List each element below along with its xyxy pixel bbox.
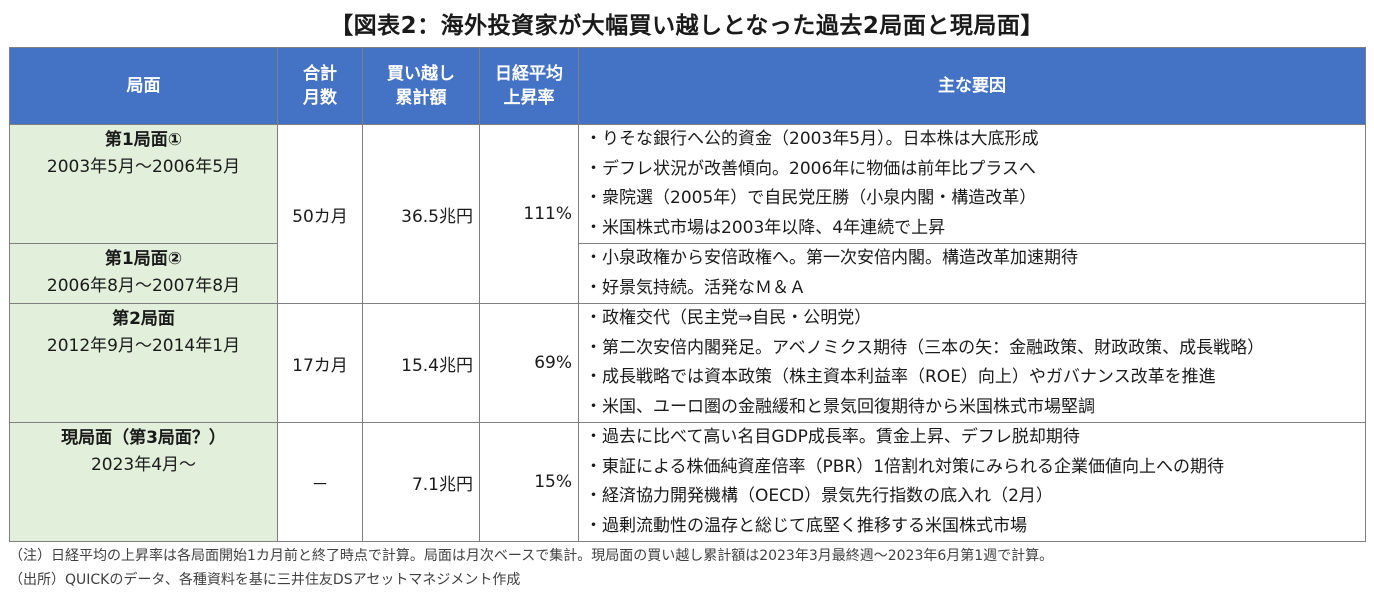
header-net-buying-total: 買い越し 累計額 [362,47,480,125]
factor-item: ・米国株式市場は2003年以降、4年連続で上昇 [585,217,946,238]
figure-title: 【図表2：海外投資家が大幅買い越しとなった過去2局面と現局面】 [330,13,1044,39]
header-phase: 局面 [9,47,278,125]
table-row: 第1局面② 2006年8月～2007年8月 ・小泉政権から安倍政権へ。第一次安倍… [9,243,1366,304]
factors-cell: ・過去に比べて高い名目GDP成長率。賃金上昇、デフレ脱却期待 ・東証による株価純… [578,422,1366,542]
factor-item: ・衆院選（2005年）で自民党圧勝（小泉内閣・構造改革） [585,188,1037,208]
factors-cell: ・りそな銀行へ公的資金（2003年5月）。日本株は大底形成 ・デフレ状況が改善傾… [578,124,1366,244]
factor-item: ・りそな銀行へ公的資金（2003年5月）。日本株は大底形成 [585,129,1039,149]
factor-item: ・政権交代（民主党⇒自民・公明党） [585,308,872,328]
factor-item: ・第二次安倍内閣発足。アベノミクス期待（三本の矢：金融政策、財政政策、成長戦略） [585,337,1265,358]
nikkei-rise-cell: 69% [479,303,579,423]
header-row: 局面 合計 月数 買い越し 累計額 日経平均 上昇率 主な要因 [9,47,1366,125]
phase-cell: 第1局面② 2006年8月～2007年8月 [9,243,278,304]
factor-item: ・成長戦略では資本政策（株主資本利益率（ROE）向上）やガバナンス改革を推進 [585,367,1216,387]
table-row: 現局面（第3局面？） 2023年4月～ － 7.1兆円 15% ・過去に比べて高… [9,422,1366,542]
factors-cell: ・政権交代（民主党⇒自民・公明党） ・第二次安倍内閣発足。アベノミクス期待（三本… [578,303,1366,423]
note-text: （注）日経平均の上昇率は各局面開始1カ月前と終了時点で計算。局面は月次ベースで集… [9,548,1054,564]
header-main-factors: 主な要因 [578,47,1366,125]
phase-name: 現局面（第3局面？） [61,428,226,448]
phase-cell: 第2局面 2012年9月～2014年1月 [9,303,278,423]
phase-name: 第1局面② [104,249,183,269]
phase-cell: 現局面（第3局面？） 2023年4月～ [9,422,278,542]
phase-period: 2012年9月～2014年1月 [46,336,241,356]
header-nikkei-rise: 日経平均 上昇率 [479,47,579,125]
factor-item: ・東証による株価純資産倍率（PBR）1倍割れ対策にみられる企業価値向上への期待 [585,456,1225,477]
net-buying-amount-cell: 36.5兆円 [362,124,480,304]
net-buying-amount-cell: 15.4兆円 [362,303,480,423]
net-buying-amount-cell: 7.1兆円 [362,422,480,542]
nikkei-rise-cell: 111% [479,124,579,304]
phase-period: 2023年4月～ [90,455,197,475]
phase-period: 2006年8月～2007年8月 [46,276,241,296]
factor-item: ・小泉政権から安倍政権へ。第一次安倍内閣。構造改革加速期待 [585,248,1078,268]
source-text: （出所）QUICKのデータ、各種資料を基に三井住友DSアセットマネジメント作成 [9,572,521,588]
factor-item: ・デフレ状況が改善傾向。2006年に物価は前年比プラスへ [585,158,1036,179]
factor-item: ・好景気持続。活発なＭ＆Ａ [585,277,806,298]
total-months-cell: 17カ月 [277,303,363,423]
phase-name: 第1局面① [104,130,183,150]
total-months-cell: － [277,422,363,542]
factor-item: ・過去に比べて高い名目GDP成長率。賃金上昇、デフレ脱却期待 [585,427,1080,447]
factor-item: ・経済協力開発機構（OECD）景気先行指数の底入れ（2月） [585,486,1053,506]
phase-name: 第2局面 [112,309,175,329]
nikkei-rise-cell: 15% [479,422,579,542]
phase-cell: 第1局面① 2003年5月～2006年5月 [9,124,278,244]
factor-item: ・過剰流動性の温存と総じて底堅く推移する米国株式市場 [585,515,1027,536]
factor-item: ・米国、ユーロ圏の金融緩和と景気回復期待から米国株式市場堅調 [585,396,1095,417]
footnotes: （注）日経平均の上昇率は各局面開始1カ月前と終了時点で計算。局面は月次ベースで集… [9,544,1053,592]
table-row: 第1局面① 2003年5月～2006年5月 50カ月 36.5兆円 111% ・… [9,124,1366,304]
phase-period: 2003年5月～2006年5月 [46,157,241,177]
header-total-months: 合計 月数 [277,47,363,125]
total-months-cell: 50カ月 [277,124,363,304]
phases-table: 局面 合計 月数 買い越し 累計額 日経平均 上昇率 主な要因 第1局面① 20… [9,47,1366,542]
factors-cell: ・小泉政権から安倍政権へ。第一次安倍内閣。構造改革加速期待 ・好景気持続。活発な… [578,243,1366,304]
table-row: 第2局面 2012年9月～2014年1月 17カ月 15.4兆円 69% ・政権… [9,303,1366,423]
